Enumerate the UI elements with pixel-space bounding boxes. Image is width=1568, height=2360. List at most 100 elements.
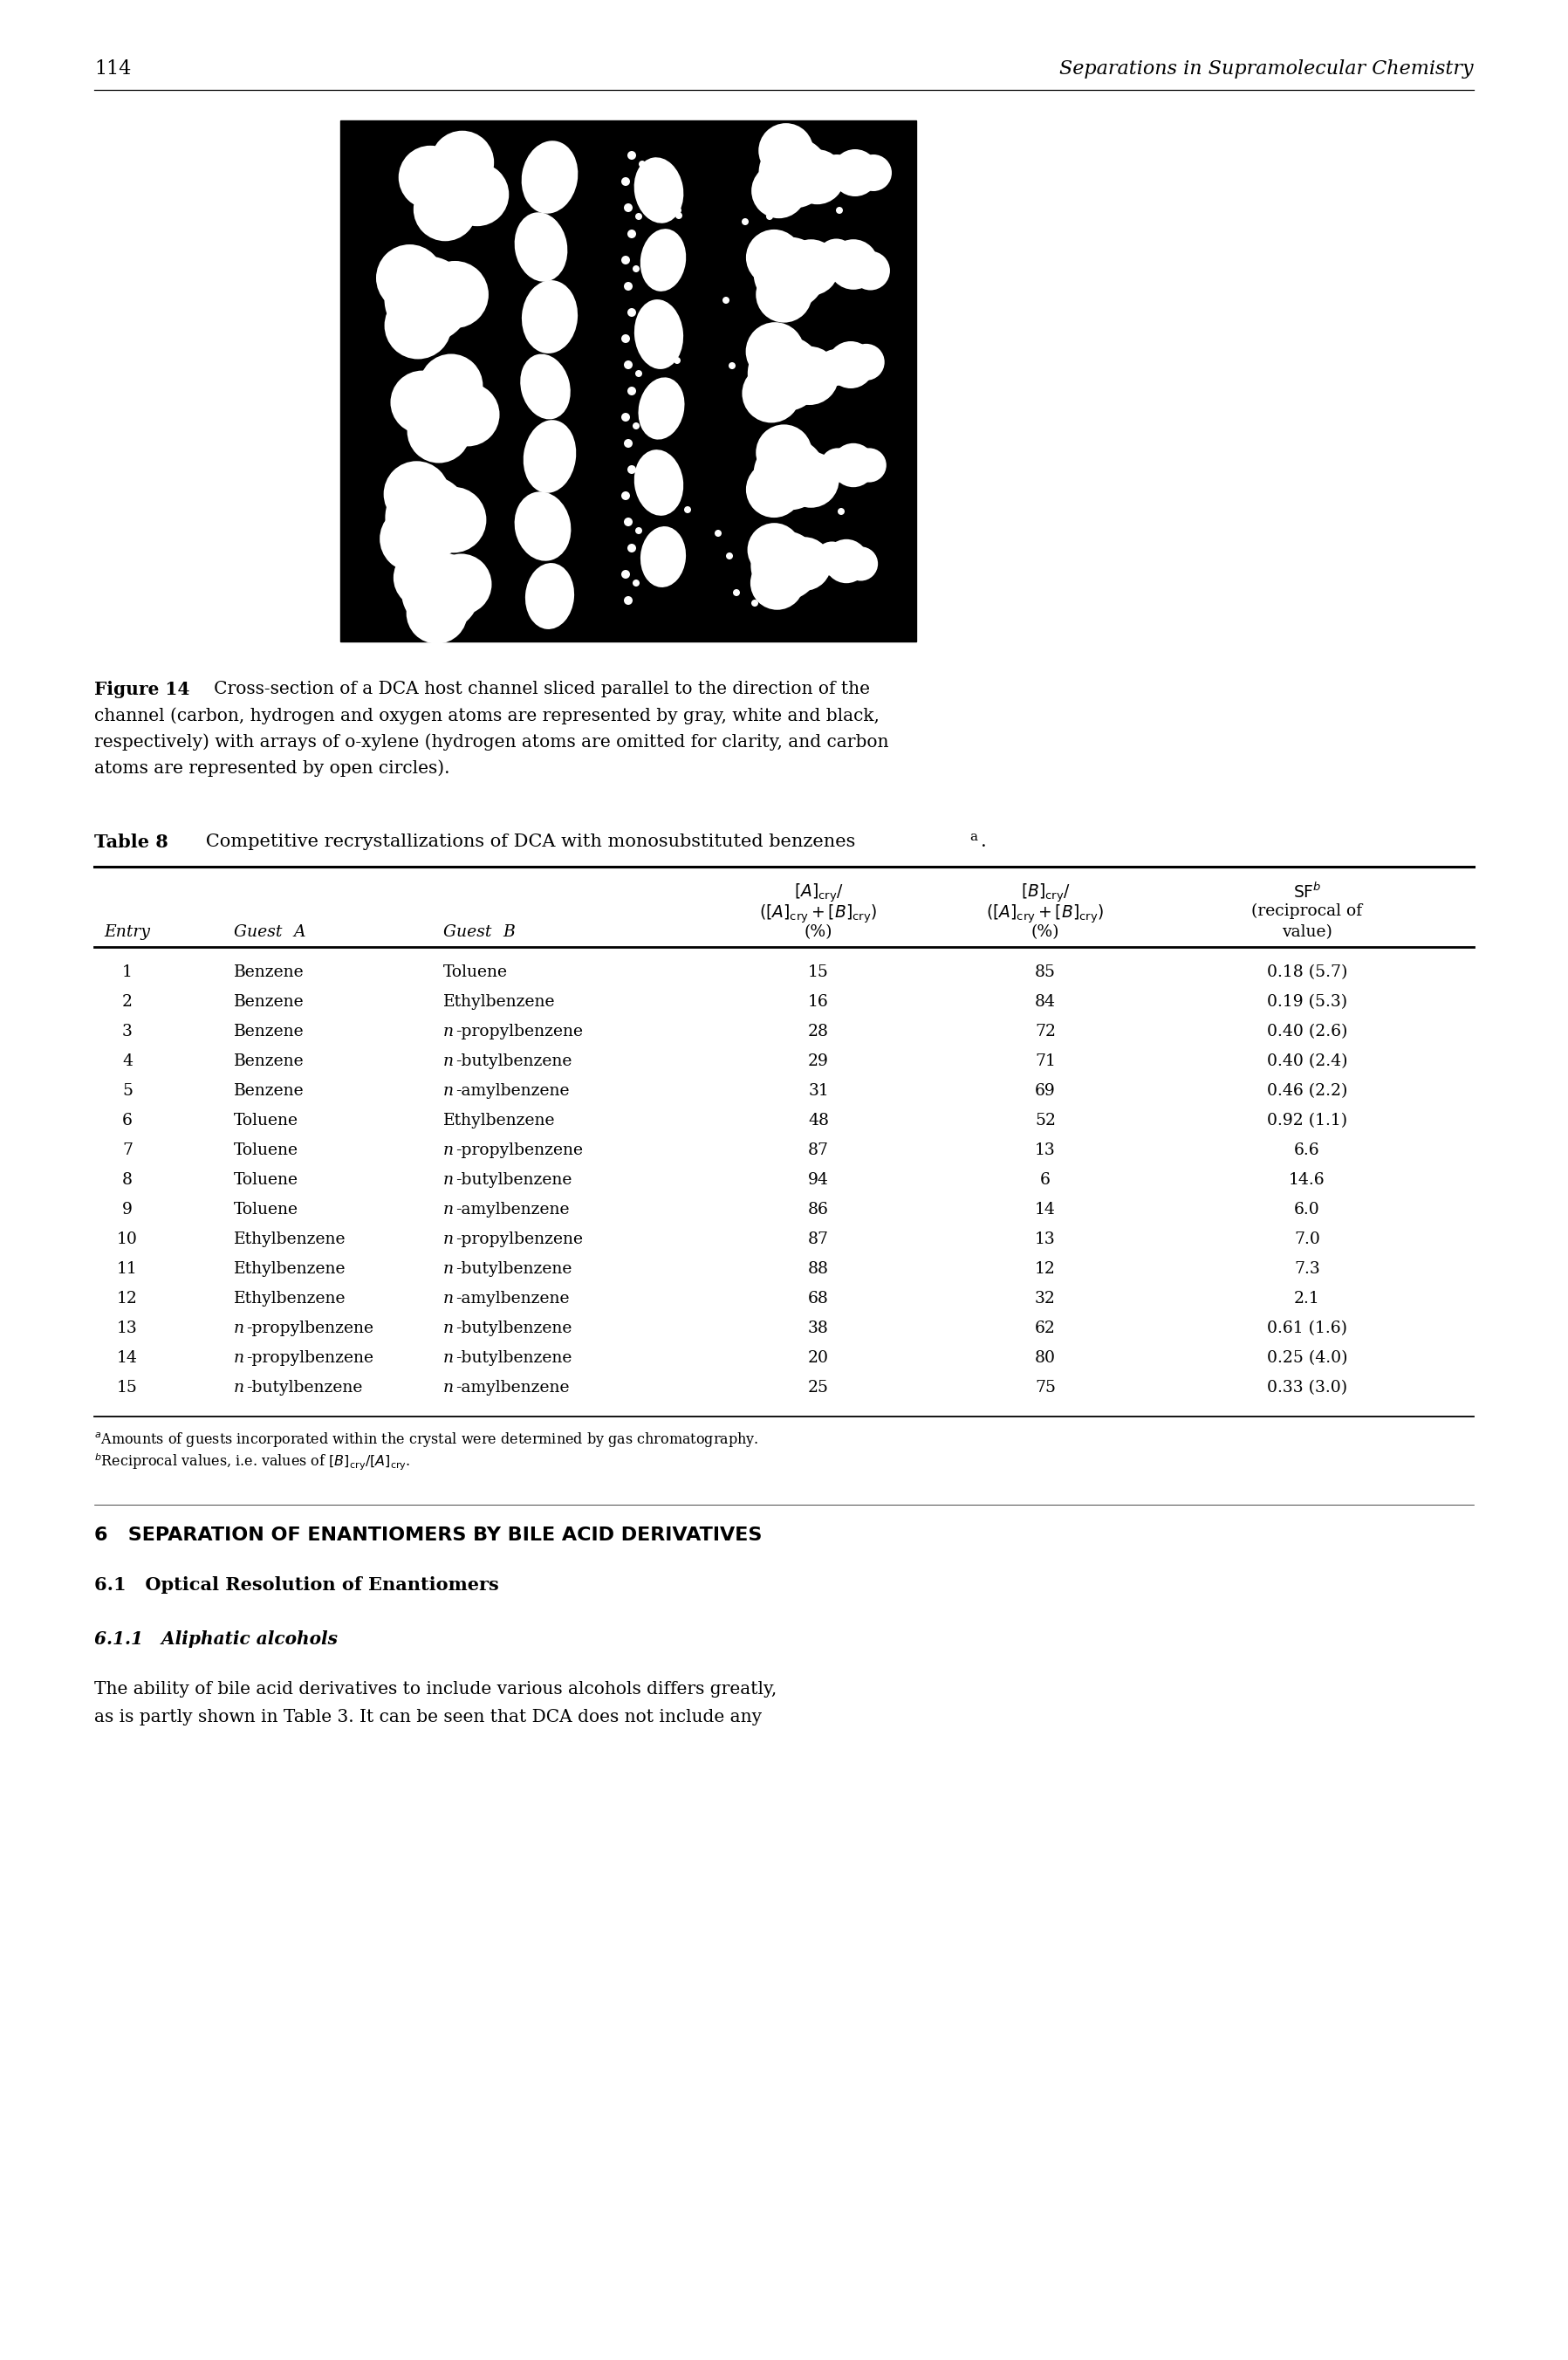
Ellipse shape <box>828 238 878 290</box>
Text: 94: 94 <box>808 1173 829 1187</box>
Text: 6.0: 6.0 <box>1294 1201 1320 1218</box>
Text: 5: 5 <box>122 1083 133 1100</box>
Ellipse shape <box>726 552 732 559</box>
Ellipse shape <box>668 184 676 191</box>
Ellipse shape <box>621 413 630 422</box>
Ellipse shape <box>817 238 856 278</box>
Text: Benzene: Benzene <box>234 1053 304 1069</box>
Text: 32: 32 <box>1035 1291 1055 1307</box>
Ellipse shape <box>820 448 855 481</box>
Text: value): value) <box>1283 925 1333 939</box>
Text: -amylbenzene: -amylbenzene <box>455 1381 569 1395</box>
Text: 11: 11 <box>118 1260 138 1277</box>
Text: atoms are represented by open circles).: atoms are represented by open circles). <box>94 760 450 776</box>
Ellipse shape <box>837 507 845 514</box>
Ellipse shape <box>831 149 878 196</box>
Text: 14: 14 <box>1035 1201 1055 1218</box>
Text: Toluene: Toluene <box>234 1201 298 1218</box>
Ellipse shape <box>742 217 748 224</box>
Text: Ethylbenzene: Ethylbenzene <box>444 1114 555 1128</box>
Ellipse shape <box>848 345 884 380</box>
Ellipse shape <box>756 425 812 481</box>
Ellipse shape <box>748 524 801 576</box>
Ellipse shape <box>638 160 646 168</box>
Text: -butylbenzene: -butylbenzene <box>246 1381 362 1395</box>
Text: 8: 8 <box>122 1173 133 1187</box>
Ellipse shape <box>674 208 682 215</box>
Ellipse shape <box>621 177 630 186</box>
Ellipse shape <box>782 238 839 295</box>
Ellipse shape <box>521 354 571 420</box>
Ellipse shape <box>751 163 806 219</box>
Ellipse shape <box>632 581 640 588</box>
Text: 52: 52 <box>1035 1114 1055 1128</box>
Text: 2.1: 2.1 <box>1294 1291 1320 1307</box>
Ellipse shape <box>627 229 637 238</box>
Text: 0.61 (1.6): 0.61 (1.6) <box>1267 1322 1347 1336</box>
Ellipse shape <box>621 491 630 500</box>
Ellipse shape <box>779 196 787 203</box>
Text: n: n <box>234 1381 245 1395</box>
Text: The ability of bile acid derivatives to include various alcohols differs greatly: The ability of bile acid derivatives to … <box>94 1680 776 1697</box>
Ellipse shape <box>778 538 831 590</box>
Text: n: n <box>444 1053 453 1069</box>
Ellipse shape <box>751 557 804 609</box>
Ellipse shape <box>638 319 646 326</box>
Text: 0.92 (1.1): 0.92 (1.1) <box>1267 1114 1347 1128</box>
Text: Toluene: Toluene <box>234 1114 298 1128</box>
Ellipse shape <box>412 144 494 227</box>
Ellipse shape <box>828 342 875 389</box>
Ellipse shape <box>514 212 568 281</box>
Ellipse shape <box>627 543 637 552</box>
Ellipse shape <box>754 236 826 309</box>
Text: 7.0: 7.0 <box>1294 1232 1320 1246</box>
Ellipse shape <box>767 212 773 219</box>
Text: 2: 2 <box>122 994 133 1010</box>
Ellipse shape <box>759 137 829 208</box>
Text: 6: 6 <box>122 1114 133 1128</box>
Text: B: B <box>503 925 514 939</box>
Text: 80: 80 <box>1035 1350 1055 1366</box>
Text: -amylbenzene: -amylbenzene <box>455 1291 569 1307</box>
Text: -butylbenzene: -butylbenzene <box>455 1322 572 1336</box>
Text: $[B]_{\mathrm{cry}}/$: $[B]_{\mathrm{cry}}/$ <box>1021 883 1071 904</box>
Text: -propylbenzene: -propylbenzene <box>246 1322 373 1336</box>
Text: Benzene: Benzene <box>234 1024 304 1038</box>
Ellipse shape <box>638 378 685 439</box>
Ellipse shape <box>624 361 632 368</box>
Ellipse shape <box>524 420 575 493</box>
Text: 13: 13 <box>1035 1232 1055 1246</box>
Ellipse shape <box>624 597 632 604</box>
Text: 0.18 (5.7): 0.18 (5.7) <box>1267 965 1347 979</box>
Text: 15: 15 <box>118 1381 138 1395</box>
Ellipse shape <box>815 540 848 576</box>
Text: 0.40 (2.4): 0.40 (2.4) <box>1267 1053 1347 1069</box>
Text: 0.40 (2.6): 0.40 (2.6) <box>1267 1024 1347 1038</box>
Text: n: n <box>444 1083 453 1100</box>
Ellipse shape <box>627 465 637 474</box>
Ellipse shape <box>638 474 646 481</box>
Ellipse shape <box>401 552 480 630</box>
Ellipse shape <box>746 463 803 517</box>
Text: 0.25 (4.0): 0.25 (4.0) <box>1267 1350 1347 1366</box>
Ellipse shape <box>379 505 445 571</box>
Text: n: n <box>444 1201 453 1218</box>
Ellipse shape <box>633 158 684 224</box>
Ellipse shape <box>621 569 630 578</box>
Ellipse shape <box>844 548 878 581</box>
Ellipse shape <box>640 229 687 290</box>
Ellipse shape <box>624 203 632 212</box>
Ellipse shape <box>632 422 640 430</box>
Ellipse shape <box>522 281 577 354</box>
Ellipse shape <box>746 323 804 380</box>
Text: n: n <box>444 1142 453 1159</box>
Text: $^{a}$Amounts of guests incorporated within the crystal were determined by gas c: $^{a}$Amounts of guests incorporated wit… <box>94 1430 759 1449</box>
Text: Ethylbenzene: Ethylbenzene <box>444 994 555 1010</box>
Text: Figure 14: Figure 14 <box>94 680 190 699</box>
Text: -butylbenzene: -butylbenzene <box>455 1260 572 1277</box>
Ellipse shape <box>818 153 855 191</box>
Ellipse shape <box>803 486 809 493</box>
Text: $([A]_{\mathrm{cry}}+[B]_{\mathrm{cry}})$: $([A]_{\mathrm{cry}}+[B]_{\mathrm{cry}})… <box>986 904 1104 925</box>
Ellipse shape <box>445 163 510 227</box>
Text: Benzene: Benzene <box>234 994 304 1010</box>
